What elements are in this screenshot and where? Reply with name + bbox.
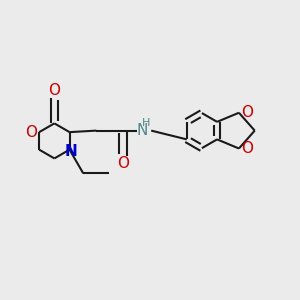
Text: H: H: [142, 118, 150, 128]
Text: N: N: [136, 123, 148, 138]
Text: N: N: [65, 144, 77, 159]
Text: O: O: [242, 141, 254, 156]
Text: O: O: [242, 105, 254, 120]
Text: O: O: [25, 124, 37, 140]
Text: O: O: [117, 156, 129, 171]
Text: O: O: [48, 83, 60, 98]
